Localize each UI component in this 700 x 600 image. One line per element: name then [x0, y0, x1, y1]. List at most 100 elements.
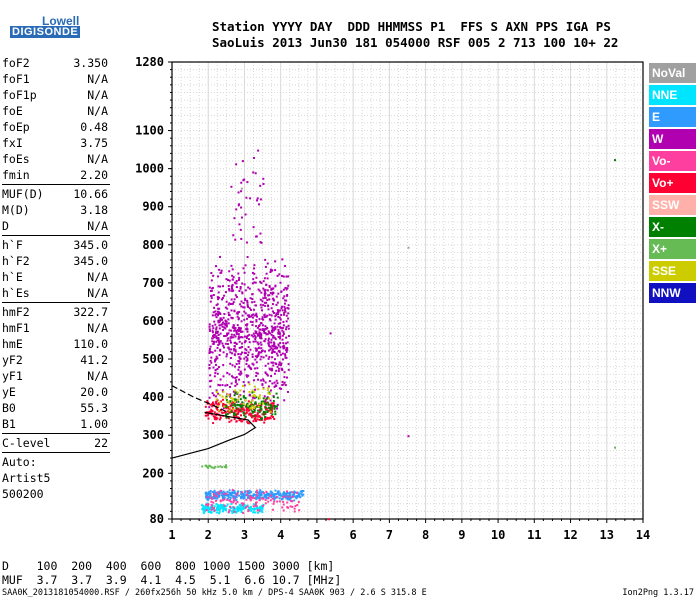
echo-point — [271, 344, 274, 347]
brand-bottom: DIGISONDE — [10, 26, 81, 38]
echo-point — [253, 267, 256, 270]
echo-point — [251, 362, 254, 365]
echo-point — [285, 348, 288, 351]
echo-point — [277, 367, 280, 370]
echo-point — [252, 403, 255, 406]
echo-point — [235, 415, 238, 418]
echo-point — [215, 328, 218, 331]
echo-point — [267, 294, 270, 297]
echo-point — [222, 402, 225, 405]
echo-point — [234, 238, 237, 241]
echo-point — [261, 318, 264, 321]
echo-point — [211, 405, 214, 408]
echo-point — [235, 510, 238, 513]
echo-point — [217, 383, 220, 386]
echo-point — [210, 272, 213, 275]
echo-point — [281, 329, 284, 332]
echo-point — [213, 375, 216, 378]
echo-point — [224, 324, 227, 327]
param-name: yF2 — [2, 353, 23, 367]
echo-point — [276, 407, 279, 410]
echo-point — [244, 297, 247, 300]
echo-point — [282, 342, 285, 345]
param-row: yE 20.0 — [2, 384, 110, 400]
echo-point — [223, 322, 226, 325]
echo-point — [292, 493, 295, 496]
echo-point — [264, 416, 267, 419]
echo-point — [236, 391, 239, 394]
echo-point — [249, 315, 252, 318]
echo-point — [215, 336, 218, 339]
echo-point — [286, 376, 289, 379]
echo-point — [226, 279, 229, 282]
echo-point — [240, 187, 243, 190]
param-name: h`Es — [2, 286, 30, 300]
echo-point — [221, 318, 224, 321]
echo-point — [217, 392, 220, 395]
param-name: B0 — [2, 401, 16, 415]
echo-point — [265, 284, 268, 287]
echo-point — [233, 365, 236, 368]
echo-point — [259, 332, 262, 335]
echo-point — [261, 507, 264, 510]
x-tick-label: 14 — [636, 528, 650, 542]
echo-point — [255, 319, 258, 322]
echo-point — [251, 314, 254, 317]
echo-point — [208, 367, 211, 370]
echo-point — [225, 413, 228, 416]
echo-point — [231, 326, 234, 329]
echo-point — [205, 497, 208, 500]
echo-point — [260, 343, 263, 346]
echo-point — [276, 365, 279, 368]
echo-point — [214, 314, 217, 317]
echo-point — [271, 350, 274, 353]
echo-point — [216, 367, 219, 370]
echo-point — [614, 446, 617, 449]
echo-point — [216, 346, 219, 349]
echo-point — [277, 332, 280, 335]
echo-point — [223, 294, 226, 297]
echo-point — [280, 498, 283, 501]
echo-point — [264, 265, 267, 268]
echo-point — [243, 496, 246, 499]
echo-point — [282, 297, 285, 300]
param-name: M(D) — [2, 203, 30, 217]
echo-point — [248, 383, 251, 386]
echo-point — [238, 203, 241, 206]
echo-point — [276, 301, 279, 304]
echo-point — [216, 314, 219, 317]
echo-point — [212, 422, 215, 425]
echo-point — [214, 395, 217, 398]
echo-point — [288, 495, 291, 498]
echo-point — [256, 372, 259, 375]
echo-point — [240, 336, 243, 339]
echo-point — [234, 414, 237, 417]
echo-point — [240, 414, 243, 417]
param-row: hmF1 N/A — [2, 320, 110, 336]
echo-point — [227, 332, 230, 335]
echo-point — [229, 496, 232, 499]
echo-point — [211, 351, 214, 354]
echo-point — [229, 507, 232, 510]
echo-point — [247, 346, 250, 349]
echo-point — [283, 494, 286, 497]
echo-point — [210, 508, 213, 511]
param-row: B1 1.00 — [2, 416, 110, 432]
echo-point — [243, 408, 246, 411]
y-tick-label: 600 — [142, 314, 164, 328]
echo-point — [221, 285, 224, 288]
echo-point — [221, 404, 224, 407]
echo-point — [275, 369, 278, 372]
echo-point — [253, 414, 256, 417]
echo-point — [261, 383, 264, 386]
echo-point — [259, 232, 262, 235]
y-tick-label: 500 — [142, 352, 164, 366]
echo-point — [277, 344, 280, 347]
param-value: N/A — [87, 369, 108, 383]
echo-point — [221, 342, 224, 345]
echo-point — [236, 324, 239, 327]
echo-point — [253, 397, 256, 400]
echo-point — [257, 415, 260, 418]
echo-point — [250, 498, 253, 501]
echo-point — [216, 417, 219, 420]
